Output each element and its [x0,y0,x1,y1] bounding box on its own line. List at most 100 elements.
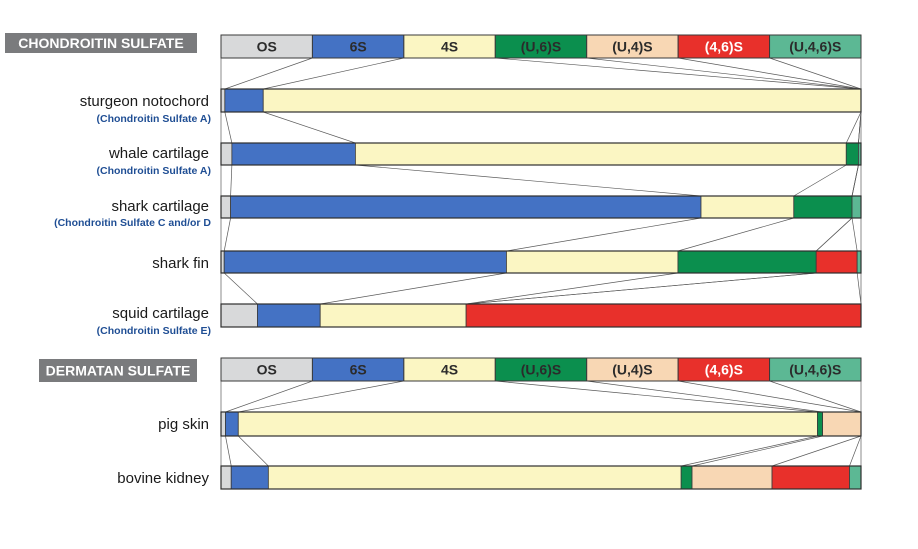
row-label: shark fin [152,255,209,272]
connector-line [691,435,823,467]
connector-line [793,164,847,197]
legend-label-u-4-6-s: (U,4,6)S [789,39,841,55]
connector-line [506,217,702,252]
connector-line [495,380,818,413]
bar-segment-4s [354,142,847,166]
connector-line [263,111,356,144]
bar-outline [220,195,862,219]
connector-line [225,435,232,467]
legend-label-os: OS [257,39,277,55]
group-title: CHONDROITIN SULFATE [18,35,183,51]
connector-line [769,57,862,90]
bar-segment-u-4-s [691,465,773,490]
bar-outline [220,303,862,328]
connector-line [225,380,313,413]
connector-line [224,57,313,90]
connector-line [678,380,862,413]
legend-label-6s: 6S [350,39,367,55]
row-label: pig skin [158,416,209,433]
bar-outline [220,142,862,166]
legend-label-u-4-s: (U,4)S [612,39,652,55]
bar-segment-6s [231,142,356,166]
connector-line [238,380,404,413]
bar-segment-6s [224,88,264,113]
bar-outline [220,465,862,490]
group-title-badge [5,33,197,53]
bar-segment-4-6-s [771,465,850,490]
bar-outline [220,88,862,113]
legend-label-u-6-s: (U,6)S [521,39,561,55]
legend-label-4-6-s: (4,6)S [705,362,743,378]
connector-line [586,380,823,413]
bar-segment-4s [319,303,467,328]
row-sublabel: (Chondroitin Sulfate E) [97,325,211,337]
connector-line [466,272,679,305]
group-title-badge [39,359,197,382]
connector-line [466,272,817,305]
connector-line [845,111,862,144]
bar-segment-u-4-6-s [851,195,862,219]
bar-segment-6s [230,465,269,490]
legend-label-u-6-s: (U,6)S [521,362,561,378]
connector-line [355,164,702,197]
row-label: bovine kidney [117,470,209,487]
connector-line [495,57,862,90]
bar-segment-4-6-s [465,303,862,328]
legend-swatch-u-4-6-s [769,34,862,59]
bar-segment-u-4-s [822,411,862,437]
group-title: DERMATAN SULFATE [46,363,191,379]
bar-segment-u-6-s [793,195,853,219]
bar-segment-4s [262,88,862,113]
bar-segment-os [220,465,232,490]
connector-line [678,57,862,90]
bar-segment-os [220,142,233,166]
connector-line [230,164,233,197]
row-sublabel: (Chondroitin Sulfate A) [96,113,211,125]
row-label: sturgeon notochord [80,93,209,110]
bar-segment-4s [237,411,818,437]
connector-line [223,272,258,305]
legend-label-6s: 6S [350,362,367,378]
row-sublabel: (Chondroitin Sulfate A) [96,165,211,177]
legend-swatch-u-4-6-s [769,357,862,382]
bar-segment-u-6-s [845,142,859,166]
bar-segment-os [220,411,226,437]
legend-label-4-6-s: (4,6)S [705,39,743,55]
bar-segment-u-6-s [677,250,817,274]
bar-segment-6s [225,411,239,437]
bar-segment-u-6-s [680,465,693,490]
bar-outline [220,250,862,274]
row-label: whale cartilage [108,145,209,162]
bar-segment-u-4-6-s [849,465,862,490]
bar-segment-6s [223,250,507,274]
connector-line [586,57,862,90]
connector-line [858,111,862,144]
bar-segment-6s [230,195,702,219]
connector-line [677,217,794,252]
bar-segment-4s [700,195,795,219]
connector-line [849,435,862,467]
connector-line [769,380,862,413]
bar-segment-6s [257,303,321,328]
bar-segment-4s [267,465,682,490]
connector-line [815,217,853,252]
connector-line [238,435,269,467]
bar-segment-os [220,195,231,219]
connector-line [681,435,818,467]
bar-segment-os [220,303,258,328]
connector-line [851,217,858,252]
legend-label-u-4-s: (U,4)S [612,362,652,378]
bar-segment-4-6-s [815,250,858,274]
bar-segment-u-6-s [817,411,823,437]
connector-line [856,272,862,305]
legend-label-u-4-6-s: (U,4,6)S [789,362,841,378]
legend-label-4s: 4S [441,362,458,378]
connector-line [263,57,404,90]
legend-label-4s: 4S [441,39,458,55]
row-label: squid cartilage [112,305,209,322]
legend-label-os: OS [257,362,277,378]
connector-line [771,435,862,467]
bar-segment-4s [506,250,679,274]
